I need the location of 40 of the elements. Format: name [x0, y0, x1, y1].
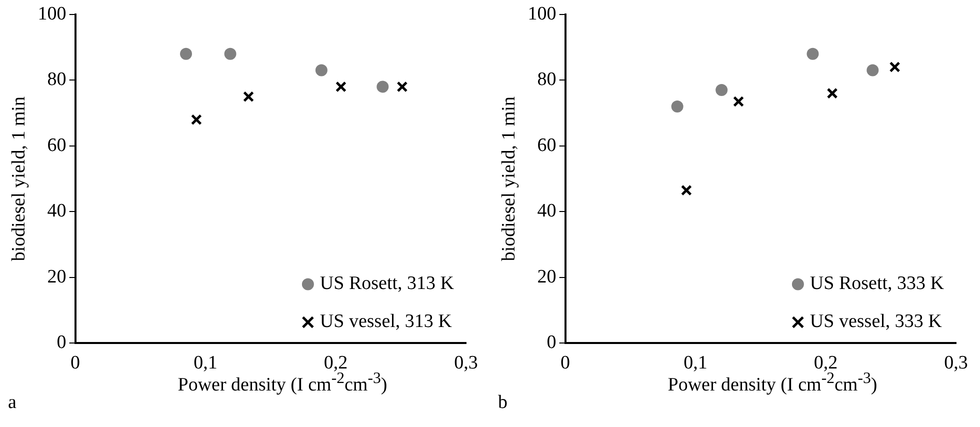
point: [315, 64, 328, 76]
y-tick-label: 60: [47, 134, 66, 156]
text: a: [8, 392, 16, 414]
point: [733, 96, 744, 108]
point: [335, 81, 346, 92]
point: [376, 80, 389, 93]
y-tick-label: 40: [47, 200, 66, 222]
point: [243, 91, 254, 102]
point: [806, 48, 819, 60]
point: [396, 81, 408, 92]
point: [889, 62, 900, 72]
point: [224, 48, 236, 60]
y-tick-label: 80: [47, 69, 66, 90]
legend-label: US vessel, 313 K: [320, 311, 452, 332]
x-tick-label: 0,3: [454, 352, 478, 374]
point: [190, 114, 202, 126]
point: [680, 184, 692, 196]
y-axis-title: biodiesel yield, 1 min: [8, 96, 30, 262]
text: b: [498, 392, 508, 414]
y-axis-title: biodiesel yield, 1 min: [498, 96, 520, 262]
point: [826, 88, 838, 99]
y-tick-label: 20: [47, 266, 66, 288]
point: [866, 64, 879, 76]
legend-label: US Rosett, 313 K: [320, 273, 454, 294]
y-tick-label: 20: [537, 266, 556, 288]
legend-label: US Rosett, 333 K: [810, 273, 944, 294]
point: [716, 84, 728, 96]
point: [180, 48, 192, 60]
y-tick-label: 80: [537, 69, 556, 90]
y-tick-label: 100: [38, 3, 66, 24]
y-tick-label: 0: [56, 332, 66, 354]
x-tick-label: 0,3: [944, 352, 968, 374]
y-tick-label: 100: [528, 3, 556, 24]
y-tick-label: 0: [546, 332, 556, 354]
x-tick-label: 0: [560, 352, 570, 374]
legend-label: US vessel, 333 K: [810, 311, 942, 332]
x-tick-label: 0: [70, 352, 80, 374]
point: [671, 100, 684, 112]
y-tick-label: 40: [537, 200, 556, 222]
y-tick-label: 60: [537, 134, 556, 156]
